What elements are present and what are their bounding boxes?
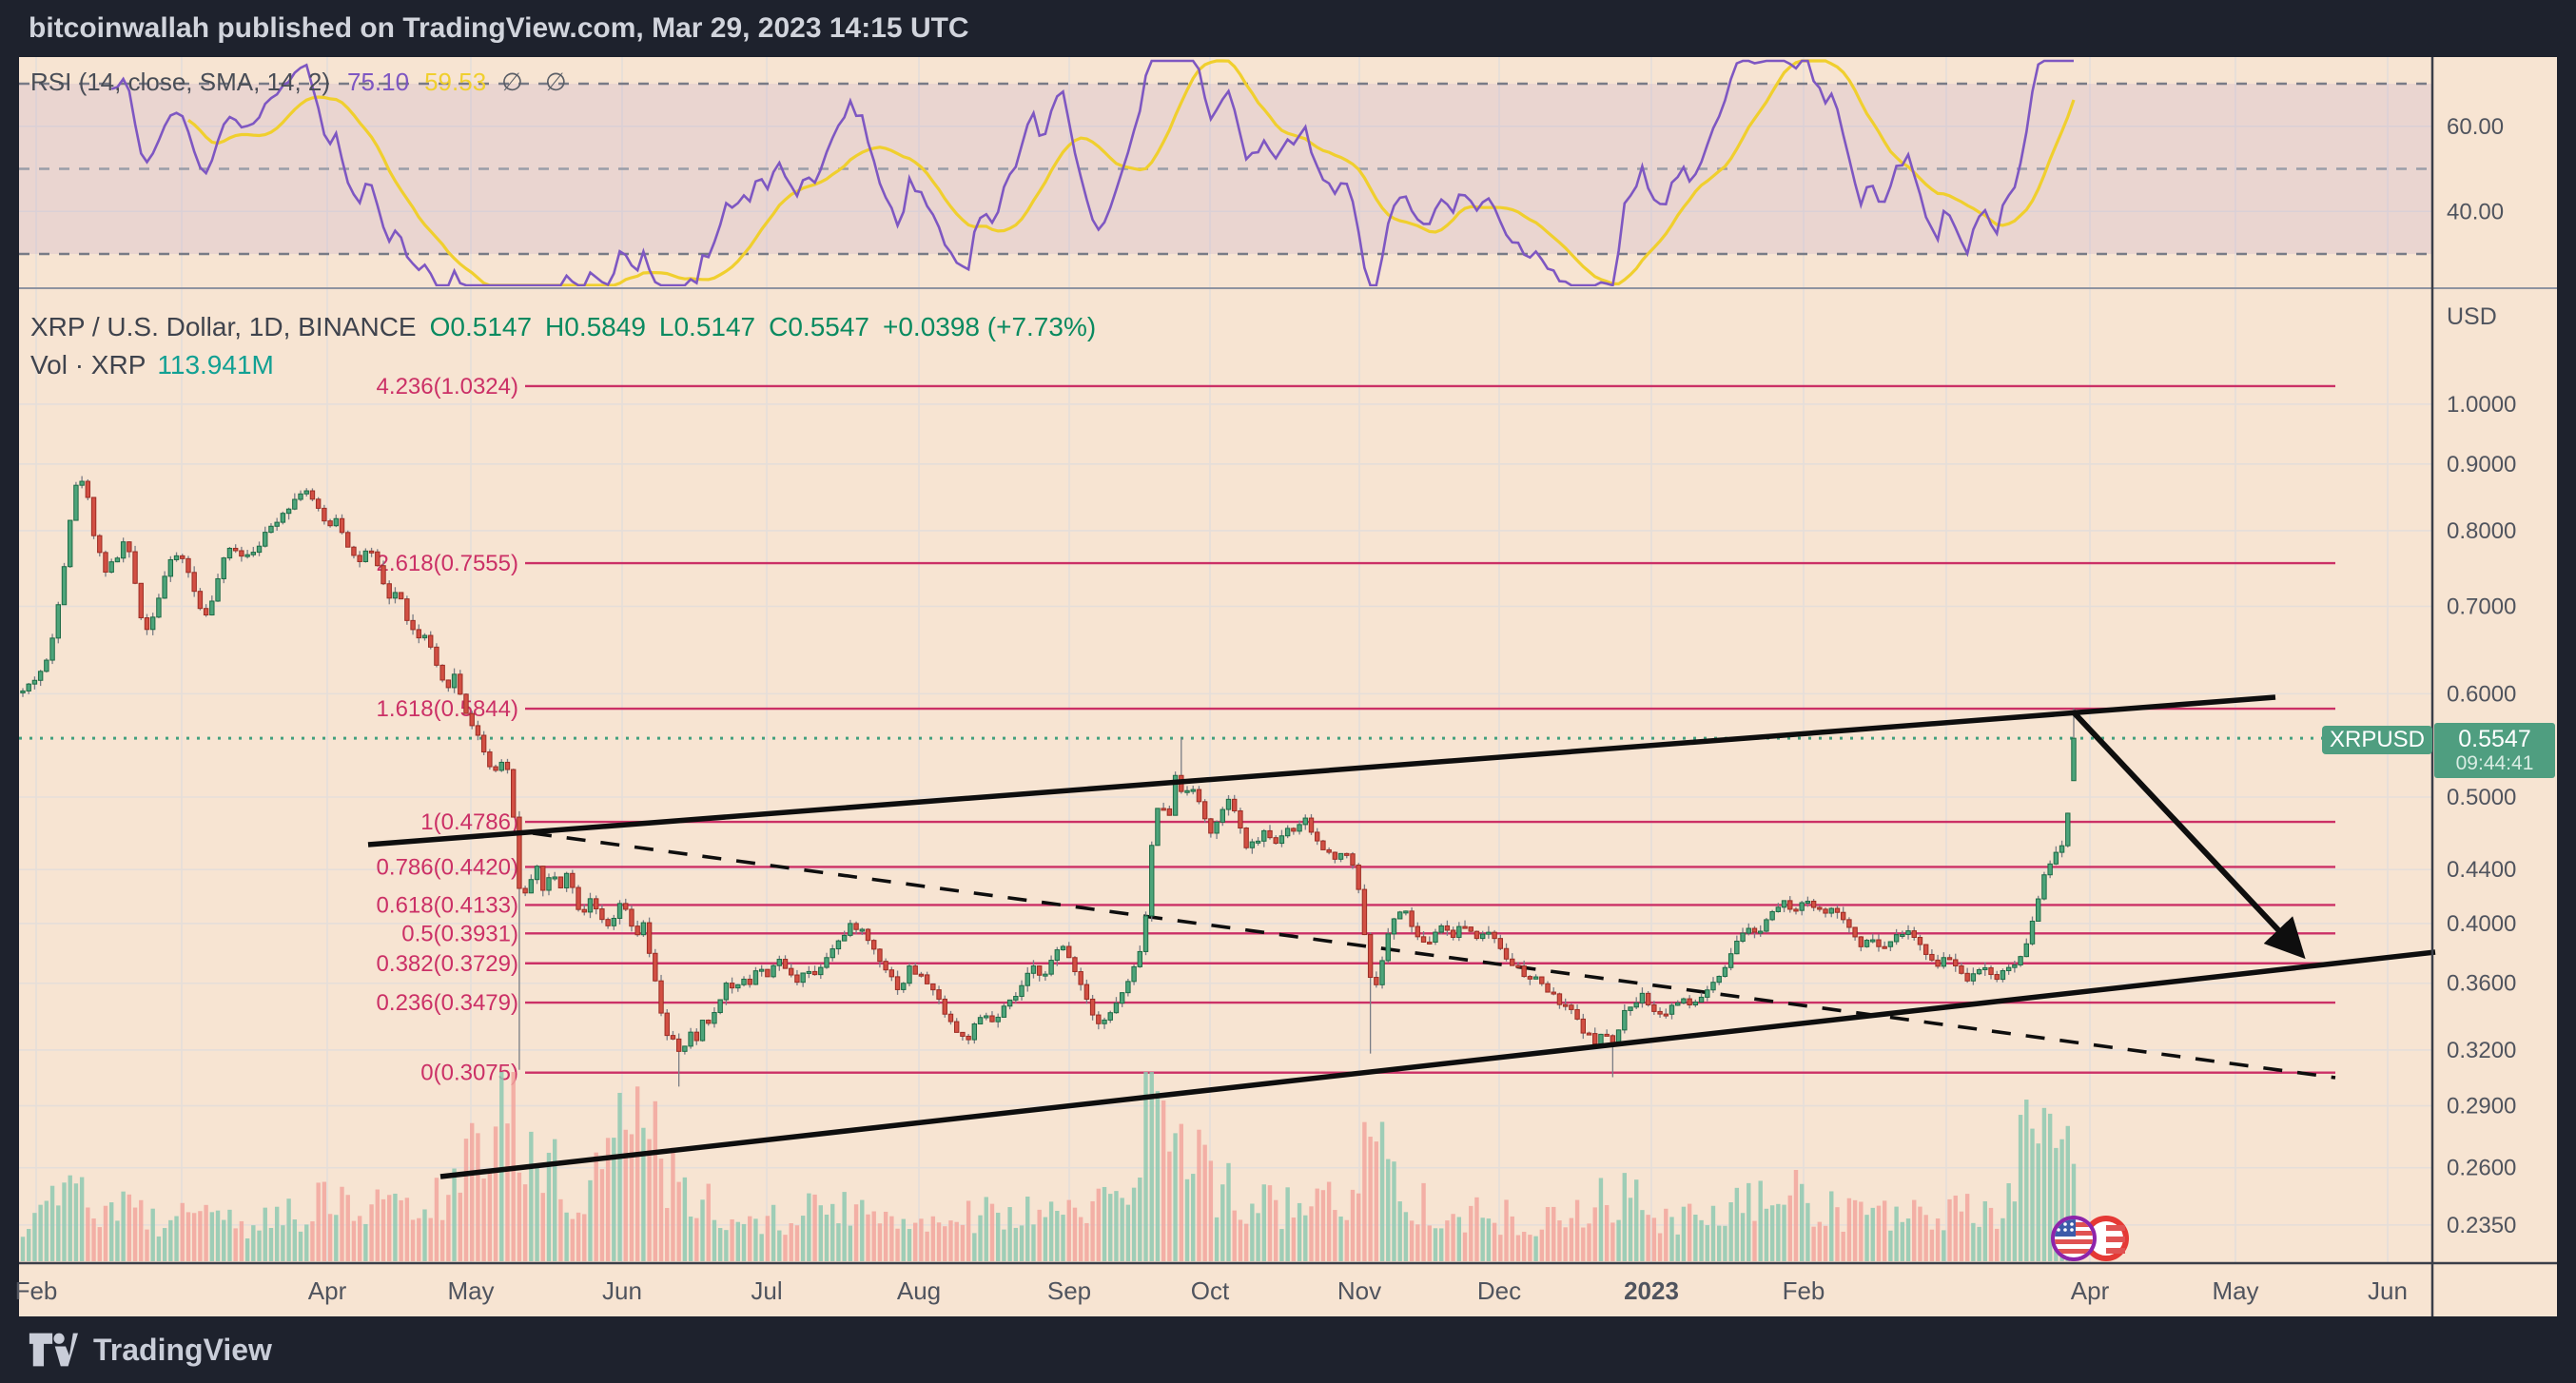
time-tick-label: Jul	[751, 1276, 782, 1305]
price-tick-label: 0.2600	[2447, 1156, 2516, 1181]
time-tick-label: Dec	[1477, 1276, 1521, 1305]
time-tick-label: Jun	[602, 1276, 642, 1305]
trendlines[interactable]	[367, 694, 2436, 1179]
rsi-tick-label: 60.00	[2447, 114, 2504, 140]
price-tick-label: 0.6000	[2447, 681, 2516, 707]
ohlc-low: L0.5147	[658, 312, 756, 341]
upper-trendline	[367, 694, 2276, 847]
price-tick-label: 0.9000	[2447, 452, 2516, 477]
rsi-indicator-legend[interactable]: RSI (14, close, SMA, 14, 2) 75.10 59.53 ∅ ∅	[30, 68, 575, 97]
currency-label: USD	[2447, 303, 2497, 330]
ohlc-change: +0.0398 (+7.73%)	[883, 312, 1097, 341]
fib-label: 0.382(0.3729)	[377, 951, 518, 977]
price-tick-label: 0.3600	[2447, 971, 2516, 997]
fib-label: 0.5(0.3931)	[401, 921, 518, 946]
volume-value: 113.941M	[157, 350, 274, 380]
fib-label: 0(0.3075)	[420, 1061, 518, 1086]
time-tick-label: Apr	[308, 1276, 347, 1305]
fib-label: 4.236(1.0324)	[377, 374, 518, 399]
volume-bars	[20, 1072, 2077, 1261]
projection-arrow	[2070, 709, 2306, 960]
time-tick-label: Aug	[897, 1276, 941, 1305]
time-tick-label: Feb	[15, 1276, 58, 1305]
price-tick-label: 0.7000	[2447, 594, 2516, 620]
tradingview-brand-text: TradingView	[93, 1332, 272, 1367]
candlesticks	[20, 476, 2077, 1087]
rsi-indicator-title: RSI (14, close, SMA, 14, 2)	[30, 68, 331, 96]
fib-label: 0.236(0.3479)	[377, 990, 518, 1016]
last-price-value: 0.5547	[2458, 725, 2531, 752]
time-tick-label: Nov	[1337, 1276, 1381, 1305]
dashed-trendline[interactable]	[532, 831, 2336, 1080]
attribution-text: bitcoinwallah published on TradingView.c…	[29, 12, 969, 44]
rsi-sma-value: 59.53	[424, 68, 487, 96]
rsi-value: 75.10	[347, 68, 410, 96]
fib-label: 1(0.4786)	[420, 809, 518, 835]
last-price-badge: 0.5547 09:44:41	[2434, 723, 2555, 778]
gridlines	[19, 57, 2432, 1263]
rsi-empty-values: ∅ ∅	[501, 68, 575, 96]
price-tick-label: 0.5000	[2447, 785, 2516, 810]
time-scale[interactable]: Feb Apr May Jun Jul Aug Sep Oct Nov Dec 2023 Feb Apr…	[15, 1276, 2408, 1305]
symbol-legend[interactable]: XRP / U.S. Dollar, 1D, BINANCE O0.5147 H0.…	[30, 312, 1096, 380]
fib-label: 0.786(0.4420)	[377, 854, 518, 880]
volume-label: Vol · XRP	[30, 350, 146, 380]
time-tick-label: Sep	[1047, 1276, 1091, 1305]
attribution-bar: bitcoinwallah published on TradingView.c…	[0, 0, 2576, 57]
ohlc-close: C0.5547	[769, 312, 869, 341]
ohlc-open: O0.5147	[429, 312, 533, 341]
rsi-line	[110, 59, 2074, 286]
time-tick-label: Feb	[1783, 1276, 1825, 1305]
time-tick-label: Jun	[2368, 1276, 2408, 1305]
symbol-title: XRP / U.S. Dollar, 1D, BINANCE	[30, 312, 417, 341]
rsi-tick-label: 40.00	[2447, 199, 2504, 224]
time-tick-label: 2023	[1624, 1276, 1679, 1305]
price-tick-label: 0.2350	[2447, 1213, 2516, 1238]
price-tick-label: 0.4000	[2447, 911, 2516, 937]
fib-label: 0.618(0.4133)	[377, 892, 518, 918]
time-tick-label: May	[447, 1276, 494, 1305]
price-scale[interactable]: USD 1.0000 0.9000 0.8000 0.7000 0.6000 0.5000 0…	[2447, 114, 2516, 1238]
ohlc-high: H0.5849	[545, 312, 646, 341]
price-tick-label: 0.3200	[2447, 1038, 2516, 1063]
bar-countdown: 09:44:41	[2455, 752, 2534, 775]
price-tick-label: 0.4400	[2447, 857, 2516, 883]
lower-trendline	[439, 949, 2436, 1179]
time-tick-label: Oct	[1191, 1276, 1230, 1305]
fib-label: 1.618(0.5844)	[377, 696, 518, 722]
footer-bar: TradingView	[0, 1316, 2576, 1383]
fib-label: 2.618(0.7555)	[377, 551, 518, 576]
time-tick-label: Apr	[2071, 1276, 2110, 1305]
time-tick-label: May	[2212, 1276, 2258, 1305]
price-tick-label: 0.2900	[2447, 1094, 2516, 1120]
price-tick-label: 0.8000	[2447, 518, 2516, 544]
fib-retracement[interactable]: 4.236(1.0324) 2.618(0.7555) 1.618(0.5844) 1…	[377, 374, 2335, 1086]
price-tick-label: 1.0000	[2447, 392, 2516, 418]
symbol-pair-logo	[2051, 1216, 2129, 1261]
rsi-plot	[110, 59, 2076, 286]
tradingview-logo-icon[interactable]	[29, 1329, 78, 1371]
symbol-price-flag: XRPUSD	[2322, 726, 2432, 754]
